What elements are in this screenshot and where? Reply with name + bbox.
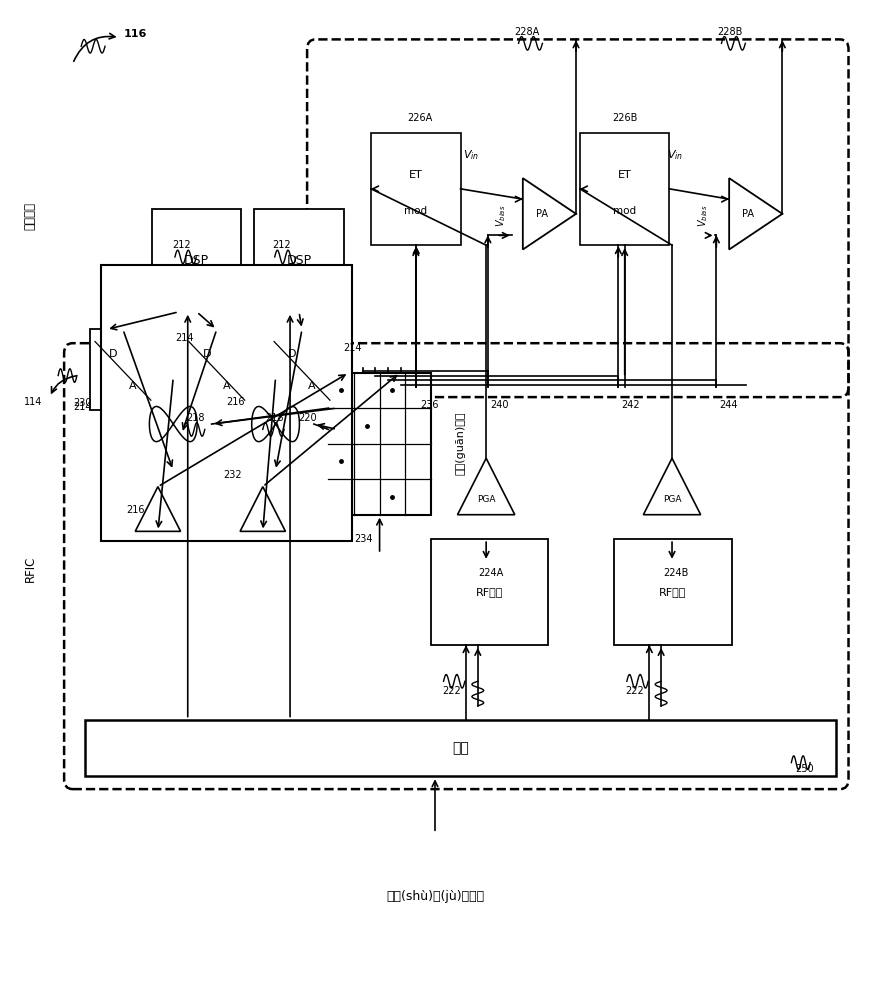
Text: A: A [222, 381, 230, 391]
Text: 242: 242 [620, 400, 639, 410]
Polygon shape [457, 458, 514, 515]
Text: RF路徑: RF路徑 [475, 587, 502, 597]
Bar [269, 329, 335, 410]
Text: PGA: PGA [662, 495, 680, 504]
Bar [430, 539, 547, 645]
Text: PA: PA [741, 209, 753, 219]
Text: 前端模塊: 前端模塊 [23, 202, 36, 230]
Bar [237, 377, 314, 471]
Text: 116: 116 [123, 29, 147, 39]
Text: 230: 230 [73, 398, 91, 408]
Text: 開關(guān)矩陣: 開關(guān)矩陣 [455, 412, 465, 475]
Polygon shape [522, 178, 575, 250]
Text: 總線: 總線 [452, 741, 468, 755]
Text: $V_{bias}$: $V_{bias}$ [494, 205, 507, 227]
Text: 224A: 224A [477, 568, 502, 578]
Text: 240: 240 [490, 400, 508, 410]
Text: ET: ET [617, 170, 631, 180]
Text: 234: 234 [354, 534, 372, 544]
Text: 244: 244 [718, 400, 737, 410]
Bar [101, 265, 352, 541]
Text: RF路徑: RF路徑 [659, 587, 686, 597]
Bar [328, 373, 430, 515]
Text: DSP: DSP [184, 254, 209, 267]
Text: $V_{in}$: $V_{in}$ [667, 148, 683, 162]
Text: A: A [129, 381, 136, 391]
Text: PGA: PGA [476, 495, 494, 504]
Text: 214: 214 [175, 333, 193, 343]
Text: $V_{bias}$: $V_{bias}$ [696, 205, 710, 227]
Text: DSP: DSP [286, 254, 311, 267]
Text: 212: 212 [272, 240, 290, 250]
Text: 216: 216 [226, 397, 244, 407]
Text: mod: mod [613, 206, 635, 216]
Text: 232: 232 [223, 471, 242, 481]
Bar [370, 132, 460, 245]
Bar [152, 209, 242, 312]
Text: 222: 222 [625, 686, 643, 696]
Bar [254, 209, 343, 312]
Bar [580, 132, 669, 245]
Polygon shape [643, 458, 700, 515]
Text: 214: 214 [73, 402, 92, 412]
Text: 226A: 226A [407, 113, 432, 123]
Text: 216: 216 [126, 505, 145, 515]
Text: 236: 236 [420, 400, 439, 410]
Text: mod: mod [404, 206, 427, 216]
Text: D: D [109, 349, 117, 359]
Text: 218: 218 [265, 413, 283, 423]
Text: A: A [308, 381, 315, 391]
Text: RFIC: RFIC [23, 555, 36, 582]
Text: 222: 222 [441, 686, 460, 696]
Bar [614, 539, 731, 645]
Text: 220: 220 [298, 413, 317, 423]
Text: ET: ET [408, 170, 422, 180]
Bar [183, 329, 249, 410]
Text: 212: 212 [172, 240, 191, 250]
Text: 228B: 228B [716, 27, 742, 37]
Polygon shape [728, 178, 781, 250]
Text: 218: 218 [186, 413, 204, 423]
Bar [85, 720, 835, 776]
Text: 214: 214 [342, 343, 361, 353]
Polygon shape [240, 487, 285, 531]
Text: 226B: 226B [611, 113, 637, 123]
Text: 228A: 228A [514, 27, 539, 37]
Text: 口數(shù)據(jù)輸入來: 口數(shù)據(jù)輸入來 [386, 890, 483, 903]
Text: 250: 250 [794, 764, 813, 774]
Text: PA: PA [535, 209, 547, 219]
Text: D: D [288, 349, 296, 359]
Polygon shape [135, 487, 181, 531]
Text: 114: 114 [24, 397, 43, 407]
Bar [90, 329, 156, 410]
Text: $V_{in}$: $V_{in}$ [462, 148, 478, 162]
Text: 224B: 224B [663, 568, 688, 578]
Text: D: D [202, 349, 211, 359]
Bar [135, 377, 211, 471]
